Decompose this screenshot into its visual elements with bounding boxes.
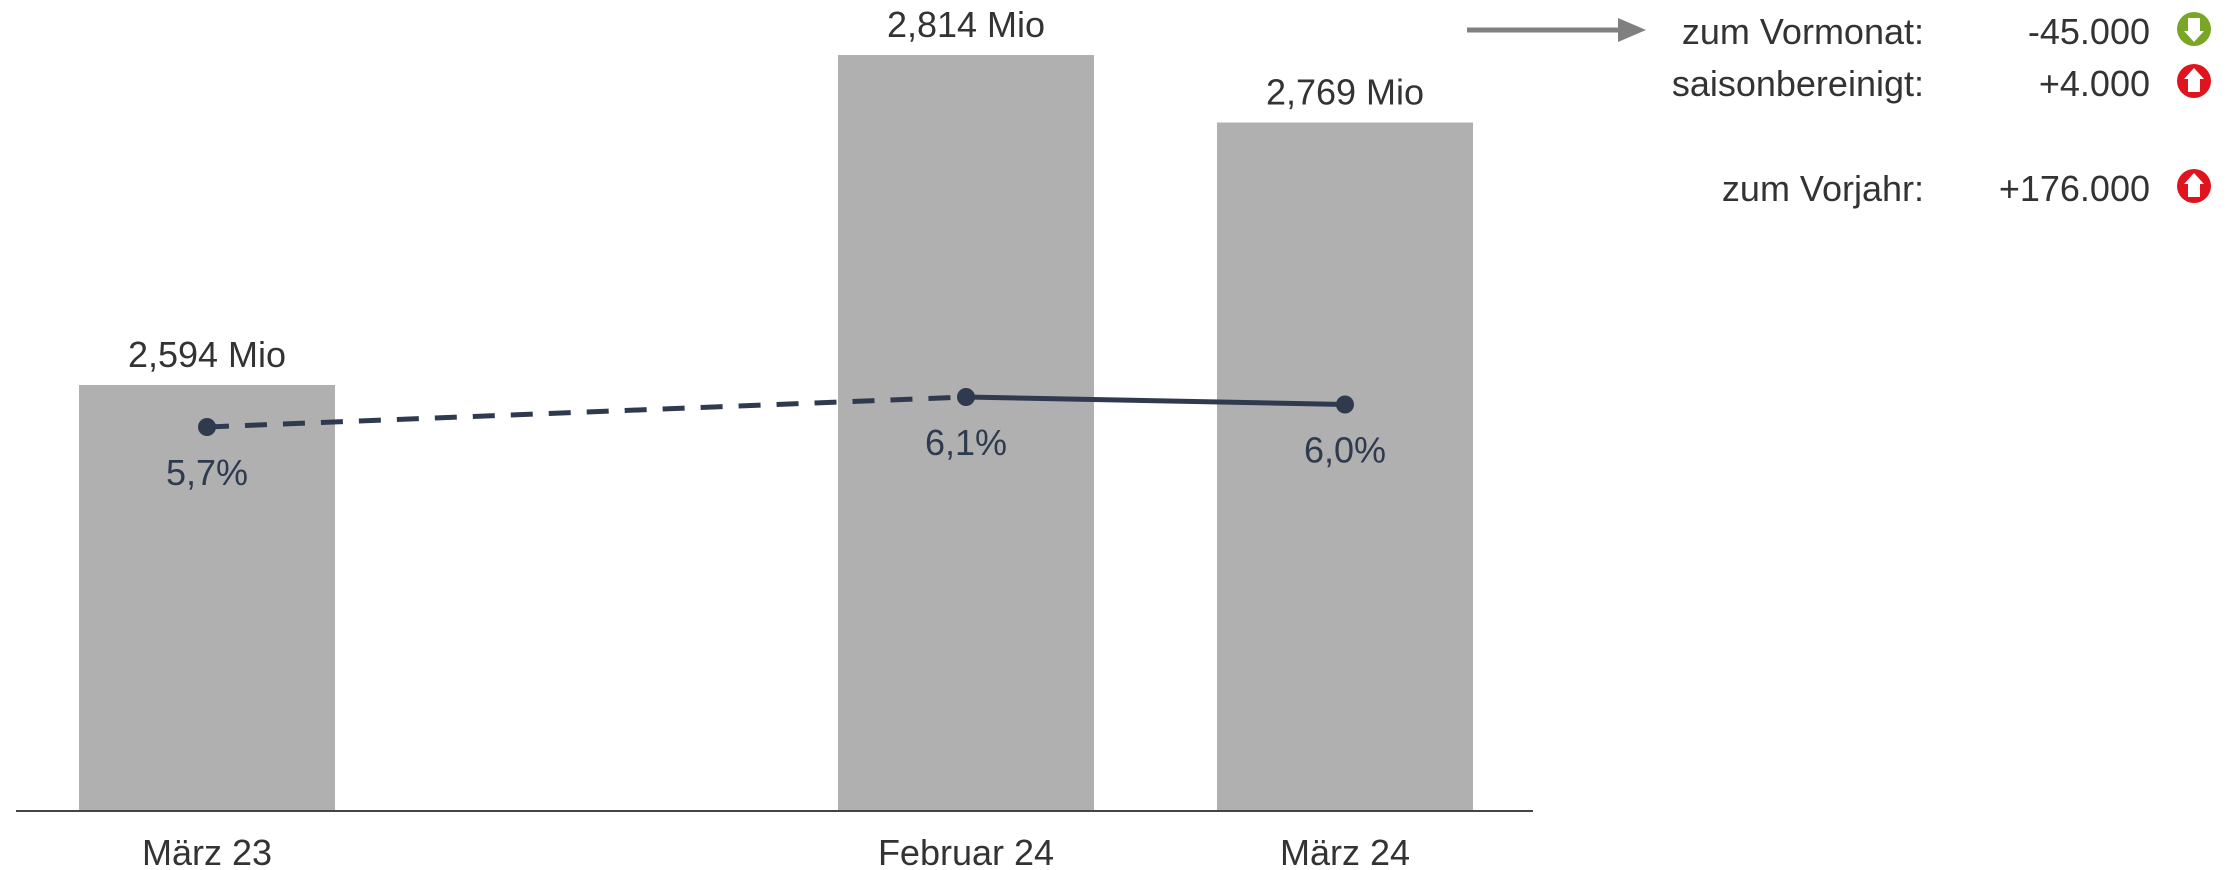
change-value: +4.000 xyxy=(2039,63,2150,104)
arrow-down-icon xyxy=(2177,12,2211,46)
pointer-arrow-icon xyxy=(1467,18,1646,42)
line-point xyxy=(957,388,975,406)
line-value-label: 6,0% xyxy=(1304,430,1386,471)
line-layer: 5,7% 6,1% 6,0% xyxy=(166,388,1386,493)
category-label: März 23 xyxy=(142,832,272,870)
line-value-label: 5,7% xyxy=(166,452,248,493)
category-label: März 24 xyxy=(1280,832,1410,870)
pointer-head xyxy=(1618,18,1646,42)
line-segment-dashed xyxy=(206,394,967,430)
bar-1 xyxy=(838,55,1094,811)
change-value: -45.000 xyxy=(2028,11,2150,52)
change-label: zum Vormonat: xyxy=(1682,11,1924,52)
arrow-up-icon xyxy=(2177,169,2211,203)
bar-labels-layer: 2,594 Mio 2,814 Mio 2,769 Mio xyxy=(128,4,1424,375)
category-label: Februar 24 xyxy=(878,832,1054,870)
line-value-label: 6,1% xyxy=(925,422,1007,463)
bar-value-label: 2,594 Mio xyxy=(128,334,286,375)
bar-0 xyxy=(79,385,335,811)
category-labels-layer: März 23 Februar 24 März 24 xyxy=(142,832,1410,870)
bar-value-label: 2,769 Mio xyxy=(1266,72,1424,113)
bars-layer xyxy=(79,55,1473,811)
change-value: +176.000 xyxy=(1999,168,2150,209)
line-point xyxy=(198,418,216,436)
bar-2 xyxy=(1217,122,1473,811)
line-segment-solid xyxy=(965,394,1346,407)
change-label: saisonbereinigt: xyxy=(1672,63,1924,104)
arrow-up-icon xyxy=(2177,64,2211,98)
bar-value-label: 2,814 Mio xyxy=(887,4,1045,45)
line-point xyxy=(1336,395,1354,414)
change-label: zum Vorjahr: xyxy=(1722,168,1924,209)
changes-panel: zum Vormonat: -45.000 saisonbereinigt: +4.0… xyxy=(1672,11,2211,209)
